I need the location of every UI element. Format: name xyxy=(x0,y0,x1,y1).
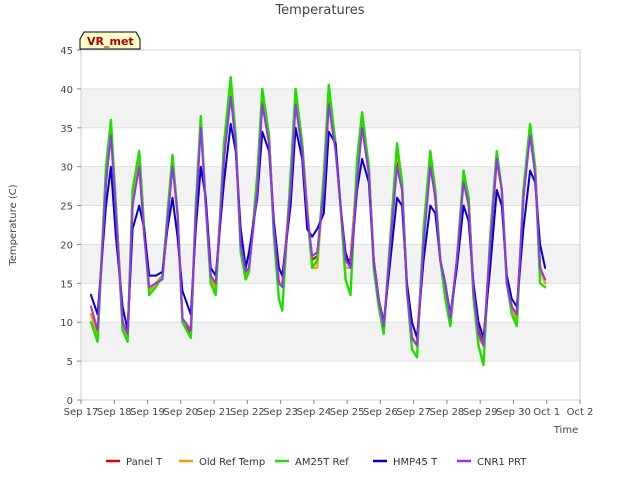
badge-shape xyxy=(79,31,141,50)
x-tick-label: Sep 29 xyxy=(463,407,498,418)
x-tick-label: Sep 27 xyxy=(396,407,431,418)
x-tick-label: Sep 25 xyxy=(330,407,365,418)
legend-label: CNR1 PRT xyxy=(477,457,527,468)
site-badge: VR_met xyxy=(79,31,141,50)
y-tick-label: 10 xyxy=(60,318,73,329)
legend-item: HMP45 T xyxy=(373,457,438,468)
y-tick-label: 0 xyxy=(67,396,73,407)
legend-item: Old Ref Temp xyxy=(179,457,265,468)
x-tick-label: Oct 1 xyxy=(533,407,560,418)
legend-label: HMP45 T xyxy=(393,457,438,468)
x-tick-label: Sep 22 xyxy=(230,407,265,418)
x-tick-label: Sep 24 xyxy=(296,407,331,418)
legend-item: Panel T xyxy=(106,457,163,468)
series-lines xyxy=(89,75,547,367)
series-line-cnr1-prt xyxy=(90,95,547,347)
y-tick-label: 40 xyxy=(60,85,73,96)
plot-band xyxy=(81,205,580,245)
y-tick-label: 25 xyxy=(60,202,73,213)
legend-item: CNR1 PRT xyxy=(457,457,527,468)
legend: Panel T Old Ref Temp AM25T Ref HMP45 T CNR1 … xyxy=(106,457,527,468)
plot-band xyxy=(81,50,580,89)
x-tick-label: Sep 20 xyxy=(163,407,198,418)
plot-band xyxy=(81,283,580,323)
x-tick-label: Sep 17 xyxy=(64,407,99,418)
y-tick-label: 20 xyxy=(60,240,73,251)
x-tick-label: Sep 23 xyxy=(263,407,298,418)
legend-label: AM25T Ref xyxy=(295,457,349,468)
x-tick-label: Sep 28 xyxy=(430,407,465,418)
y-tick-label: 35 xyxy=(60,124,73,135)
y-tick-label: 30 xyxy=(60,163,73,174)
legend-item: AM25T Ref xyxy=(275,457,349,468)
y-axis-label: Temperature (C) xyxy=(8,184,19,266)
legend-label: Panel T xyxy=(126,457,163,468)
plot-band xyxy=(81,166,580,206)
y-tick-label: 15 xyxy=(60,279,73,290)
x-tick-label: Sep 18 xyxy=(97,407,132,418)
y-tick-label: 5 xyxy=(67,357,73,368)
badge-label: VR_met xyxy=(87,35,134,48)
y-axis-ticks: 0 5 10 15 20 25 30 35 40 45 xyxy=(60,46,81,407)
x-tick-label: Sep 21 xyxy=(197,407,232,418)
plot-frame xyxy=(80,49,581,401)
x-tick-label: Sep 19 xyxy=(130,407,165,418)
plot-band xyxy=(81,322,580,362)
x-axis-label: Time xyxy=(553,425,578,436)
chart-title: Temperatures xyxy=(274,3,364,18)
x-tick-label: Sep 30 xyxy=(496,407,531,418)
plot-band xyxy=(81,361,580,400)
x-tick-label: Oct 2 xyxy=(567,407,594,418)
x-tick-label: Sep 26 xyxy=(363,407,398,418)
legend-label: Old Ref Temp xyxy=(199,457,265,468)
y-tick-label: 45 xyxy=(60,46,73,57)
